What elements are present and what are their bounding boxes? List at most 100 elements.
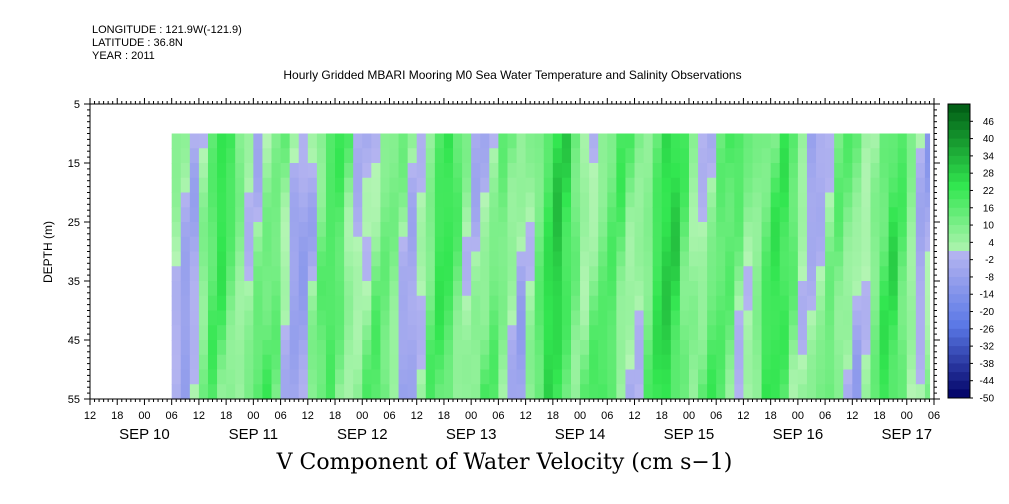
heatmap-cell (498, 192, 509, 208)
colorbar-label: -20 (980, 307, 995, 318)
heatmap-cell (489, 236, 499, 253)
heatmap-cell (634, 369, 645, 385)
x-hour-label: 18 (438, 410, 450, 422)
heatmap-cell (471, 384, 481, 400)
heatmap-cell (335, 177, 345, 194)
heatmap-cell (371, 207, 382, 223)
heatmap-cell (806, 266, 817, 282)
heatmap-cell (434, 236, 445, 253)
heatmap-cell (207, 148, 218, 164)
heatmap-cell (543, 163, 554, 179)
heatmap-cell (262, 369, 273, 385)
heatmap-cell (489, 340, 499, 356)
x-hour-label: 18 (873, 410, 885, 422)
heatmap-cell (298, 281, 309, 297)
heatmap-cell (207, 192, 218, 208)
heatmap-cell (797, 310, 808, 326)
heatmap-cell (589, 222, 599, 238)
heatmap-cell (924, 384, 931, 400)
heatmap-cell (852, 295, 862, 312)
heatmap-cell (679, 310, 690, 326)
heatmap-cell (870, 340, 881, 356)
heatmap-cell (806, 325, 817, 341)
heatmap-cell (734, 325, 745, 341)
heatmap-cell (716, 310, 726, 326)
heatmap-cell (289, 340, 300, 356)
heatmap-cell (171, 251, 182, 267)
heatmap-cell (407, 236, 418, 253)
heatmap-cell (770, 325, 781, 341)
heatmap-cell (761, 266, 772, 282)
heatmap-cell (843, 325, 853, 341)
heatmap-cell (625, 177, 636, 194)
heatmap-cell (915, 354, 926, 371)
heatmap-cell (816, 310, 826, 326)
heatmap-cell (589, 281, 599, 297)
heatmap-cell (679, 236, 690, 253)
heatmap-cell (180, 177, 191, 194)
heatmap-cell (570, 192, 581, 208)
heatmap-cell (580, 133, 590, 149)
heatmap-cell (924, 281, 931, 297)
heatmap-cell (489, 163, 499, 179)
heatmap-cell (915, 222, 926, 238)
heatmap-cell (616, 192, 627, 208)
heatmap-cell (207, 281, 218, 297)
heatmap-cell (561, 310, 572, 326)
heatmap-cell (189, 369, 200, 385)
heatmap-cell (534, 148, 545, 164)
heatmap-cell (480, 281, 490, 297)
heatmap-cell (625, 384, 636, 400)
heatmap-cell (217, 369, 227, 385)
heatmap-cell (480, 207, 490, 223)
heatmap-cell (226, 177, 236, 194)
colorbar-segment (948, 337, 970, 347)
colorbar-segment (948, 225, 970, 235)
heatmap-cell (244, 222, 254, 238)
heatmap-cell (779, 369, 790, 385)
heatmap-cell (443, 325, 454, 341)
heatmap-cell (625, 310, 636, 326)
colorbar-segment (948, 320, 970, 330)
heatmap-cell (761, 325, 772, 341)
heatmap-cell (207, 251, 218, 267)
heatmap-cell (543, 207, 554, 223)
heatmap-cell (897, 310, 908, 326)
heatmap-cell (661, 192, 672, 208)
heatmap-cell (825, 281, 835, 297)
heatmap-cell (507, 148, 518, 164)
heatmap-cell (180, 266, 191, 282)
heatmap-cell (797, 133, 808, 149)
heatmap-cell (698, 340, 708, 356)
heatmap-cell (779, 177, 790, 194)
heatmap-cell (616, 281, 627, 297)
heatmap-cell (398, 192, 409, 208)
heatmap-cell (852, 266, 862, 282)
heatmap-cell (779, 207, 790, 223)
heatmap-cell (752, 266, 763, 282)
heatmap-cell (262, 281, 273, 297)
heatmap-cell (380, 133, 391, 149)
heatmap-cell (362, 295, 372, 312)
x-day-label: SEP 16 (773, 426, 824, 443)
heatmap-cell (788, 369, 799, 385)
heatmap-cell (298, 369, 309, 385)
heatmap-cell (743, 251, 754, 267)
heatmap-cell (335, 148, 345, 164)
heatmap-cell (598, 177, 608, 194)
heatmap-cell (489, 310, 499, 326)
heatmap-cell (316, 369, 327, 385)
heatmap-cell (679, 281, 690, 297)
heatmap-cell (217, 192, 227, 208)
heatmap-cell (598, 192, 608, 208)
heatmap-cell (607, 310, 617, 326)
heatmap-cell (870, 207, 881, 223)
colorbar-label: -8 (985, 272, 994, 283)
heatmap-cell (616, 222, 627, 238)
x-hour-label: 18 (329, 410, 341, 422)
heatmap-cell (180, 354, 191, 371)
heatmap-cell (189, 310, 200, 326)
heatmap-cell (870, 163, 881, 179)
heatmap-cell (507, 340, 518, 356)
